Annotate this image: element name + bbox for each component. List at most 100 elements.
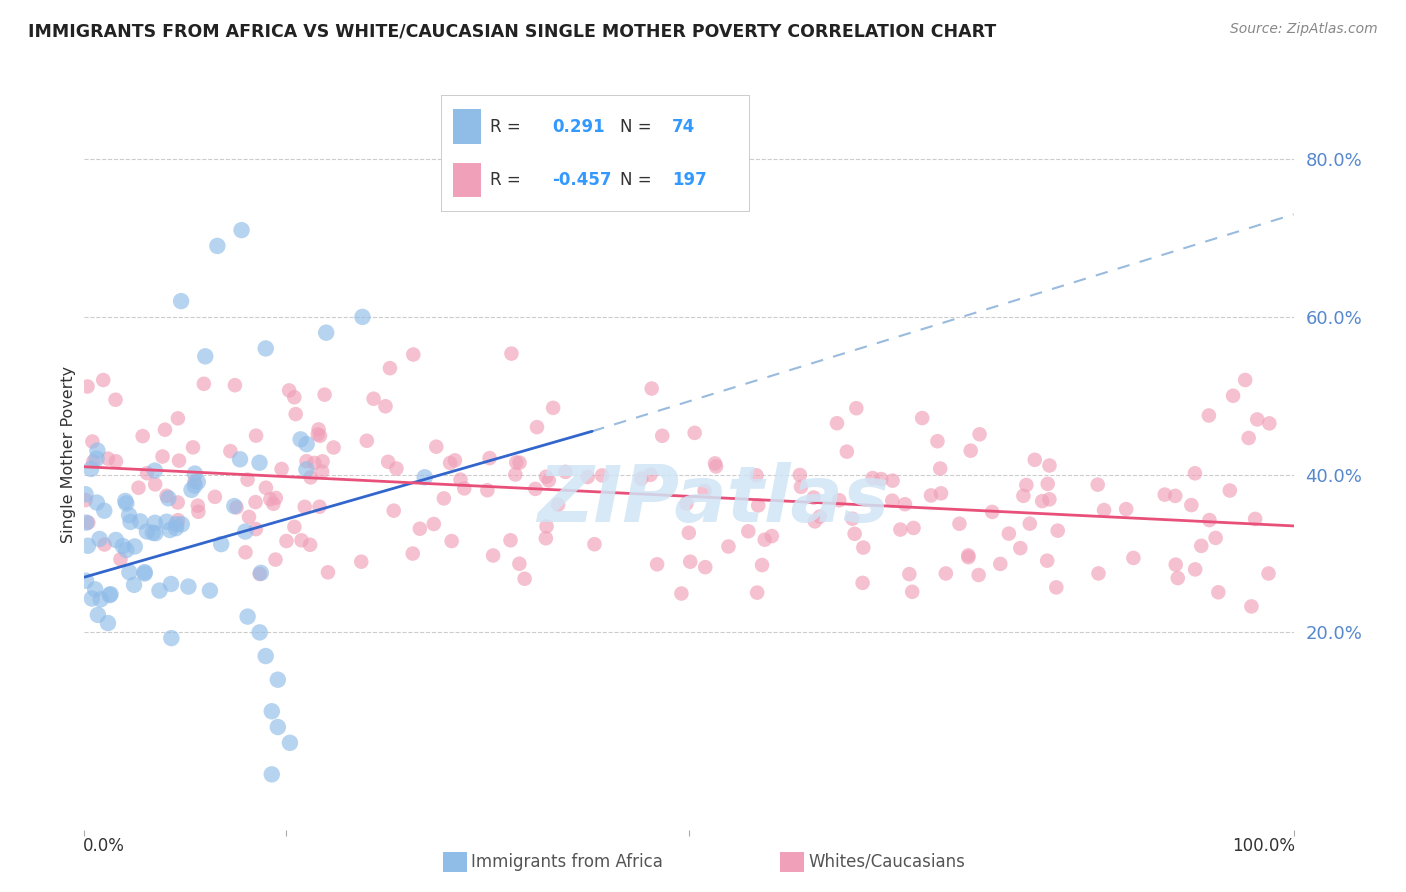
Point (505, 455, 527, 469)
Point (927, 434, 949, 449)
Point (1038, 458, 1060, 473)
Point (100, 587, 122, 601)
Text: 0.0%: 0.0% (83, 838, 125, 855)
Point (304, 456, 326, 470)
Point (882, 493, 904, 508)
Point (89, 532, 111, 546)
Point (231, 223, 253, 237)
Point (450, 473, 472, 487)
Point (704, 459, 727, 474)
Point (363, 392, 385, 406)
Point (1240, 599, 1263, 614)
Point (198, 583, 221, 598)
Point (80, 462, 103, 476)
Point (967, 568, 990, 582)
Point (841, 511, 863, 525)
Point (745, 468, 768, 483)
Point (131, 429, 153, 443)
Point (155, 515, 177, 529)
Point (1018, 516, 1040, 531)
Point (260, 767, 283, 781)
Point (957, 550, 980, 565)
Point (294, 500, 316, 514)
Point (264, 552, 287, 566)
Point (165, 517, 187, 532)
Point (283, 390, 305, 404)
Point (124, 540, 146, 554)
Point (508, 557, 530, 571)
Point (276, 534, 298, 549)
Point (576, 470, 599, 484)
Text: IMMIGRANTS FROM AFRICA VS WHITE/CAUCASIAN SINGLE MOTHER POVERTY CORRELATION CHAR: IMMIGRANTS FROM AFRICA VS WHITE/CAUCASIA… (28, 22, 997, 40)
Point (845, 401, 868, 416)
Point (1167, 571, 1189, 585)
Point (737, 524, 759, 539)
Point (98, 588, 121, 602)
Point (167, 453, 190, 467)
Point (385, 461, 408, 475)
Point (751, 558, 773, 572)
Text: 100.0%: 100.0% (1232, 838, 1295, 855)
Point (249, 625, 271, 640)
Point (93, 504, 115, 518)
Point (170, 294, 193, 309)
Point (1258, 417, 1281, 431)
Point (75, 487, 97, 501)
Point (382, 503, 405, 517)
Point (808, 509, 831, 524)
Point (423, 516, 446, 531)
Point (91, 373, 114, 387)
Point (1012, 489, 1035, 503)
Point (93, 537, 115, 551)
Point (898, 567, 921, 582)
Point (1087, 566, 1109, 581)
Point (167, 513, 190, 527)
Point (901, 584, 924, 599)
Point (536, 519, 558, 533)
Point (870, 472, 893, 486)
Point (76, 379, 98, 393)
Point (704, 457, 727, 471)
Point (135, 524, 157, 539)
Point (675, 497, 697, 511)
Point (425, 440, 447, 454)
Point (118, 508, 141, 523)
Point (1234, 373, 1257, 387)
Point (187, 499, 209, 513)
Point (1115, 502, 1137, 516)
Point (825, 416, 848, 430)
Point (844, 526, 866, 541)
Point (307, 427, 329, 442)
Point (640, 467, 662, 482)
Point (988, 557, 1011, 571)
Point (122, 578, 145, 592)
Point (104, 454, 127, 468)
Point (316, 566, 339, 580)
Point (1024, 452, 1046, 467)
Point (439, 456, 461, 470)
Point (852, 541, 875, 555)
Point (170, 517, 193, 532)
Point (1087, 477, 1109, 491)
Point (505, 467, 527, 482)
Point (1038, 492, 1060, 507)
Point (229, 452, 252, 467)
Point (1205, 531, 1227, 545)
Point (180, 483, 202, 497)
Point (160, 631, 183, 645)
Point (134, 566, 156, 581)
Point (77, 516, 100, 530)
Point (1246, 412, 1268, 426)
Point (513, 572, 536, 586)
Point (194, 349, 217, 363)
Point (1198, 409, 1220, 423)
Point (84, 582, 107, 597)
Point (640, 382, 662, 396)
Point (477, 483, 499, 498)
Point (160, 577, 183, 591)
Point (86, 495, 108, 509)
Point (1153, 487, 1175, 501)
Point (929, 486, 952, 500)
Point (583, 537, 606, 551)
Point (537, 474, 560, 488)
